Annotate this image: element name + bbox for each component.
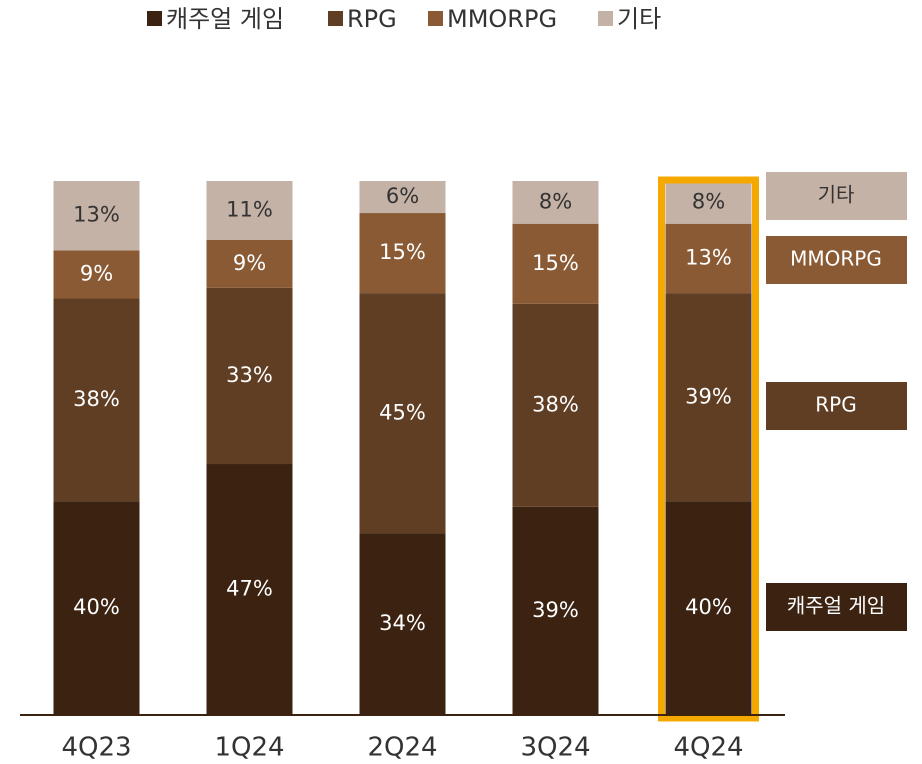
data-label: 34% (379, 611, 426, 635)
bar-segment (53, 181, 140, 251)
bar-segment (359, 213, 446, 294)
data-label: 40% (73, 595, 120, 619)
bar-segment (53, 501, 140, 715)
series-label: 기타 (818, 183, 855, 207)
bar-segment (359, 181, 446, 214)
data-label: 13% (685, 245, 732, 269)
bar-segment (359, 293, 446, 534)
series-label-box (766, 236, 907, 284)
bar-segment (665, 501, 752, 715)
data-label: 47% (226, 577, 273, 601)
x-tick-label: 3Q24 (520, 733, 590, 763)
data-label: 6% (386, 184, 419, 208)
data-label: 39% (685, 384, 732, 408)
data-label: 9% (233, 251, 266, 275)
bar-segment (206, 239, 293, 288)
bar-segment (512, 223, 599, 304)
data-label: 33% (226, 363, 273, 387)
bar-segment (512, 181, 599, 224)
legend-label: MMORPG (447, 5, 557, 33)
legend-swatch (428, 11, 443, 26)
legend-swatch (598, 11, 613, 26)
series-label: 캐주얼 게임 (787, 594, 885, 618)
data-label: 38% (532, 392, 579, 416)
series-label-box (766, 583, 907, 631)
bar-segment (359, 533, 446, 715)
bar-segment (53, 298, 140, 502)
x-tick-label: 4Q24 (673, 733, 743, 763)
data-label: 8% (539, 189, 572, 213)
bar-segment (206, 181, 293, 240)
data-label: 8% (692, 189, 725, 213)
data-label: 40% (685, 595, 732, 619)
data-label: 13% (73, 203, 120, 227)
data-label: 15% (532, 251, 579, 275)
bar-segment (512, 506, 599, 715)
data-label: 39% (532, 598, 579, 622)
data-label: 9% (80, 261, 113, 285)
series-label-box (766, 382, 907, 430)
legend-label: 캐주얼 게임 (166, 5, 284, 33)
legend-label: RPG (347, 5, 397, 33)
bar-segment (665, 223, 752, 294)
data-label: 45% (379, 400, 426, 424)
data-label: 38% (73, 387, 120, 411)
bar-segment (512, 303, 599, 507)
bar-segment (206, 287, 293, 465)
data-label: 11% (226, 197, 273, 221)
x-tick-label: 2Q24 (367, 733, 437, 763)
series-label: RPG (815, 393, 856, 417)
data-label: 15% (379, 240, 426, 264)
bar-segment (665, 293, 752, 502)
x-tick-label: 1Q24 (214, 733, 284, 763)
highlight-box (658, 176, 759, 722)
legend-label: 기타 (617, 5, 661, 33)
series-label-box (766, 172, 907, 220)
x-tick-label: 4Q23 (61, 733, 131, 763)
bar-segment (206, 464, 293, 715)
bar-segment (665, 181, 752, 224)
bar-segment (53, 250, 140, 299)
legend-swatch (147, 11, 162, 26)
series-label: MMORPG (790, 247, 882, 271)
legend-swatch (328, 11, 343, 26)
